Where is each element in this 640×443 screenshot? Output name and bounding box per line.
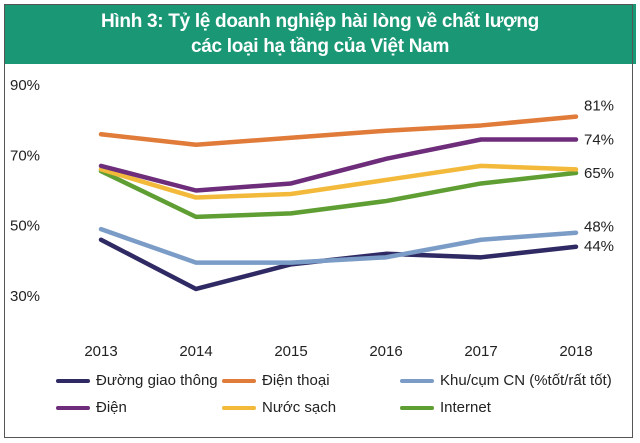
legend-item: Đường giao thông	[56, 372, 218, 389]
legend-swatch	[400, 405, 434, 410]
legend-item: Khu/cụm CN (%tốt/rất tốt)	[400, 372, 612, 389]
end-label: 65%	[584, 165, 614, 182]
y-tick-label: 70%	[10, 147, 40, 164]
series-line	[98, 168, 579, 220]
x-tick-label: 2017	[464, 343, 497, 360]
series-line	[98, 237, 579, 292]
y-tick-label: 90%	[10, 77, 40, 94]
end-label: 74%	[584, 132, 614, 149]
legend-item: Nước sạch	[222, 399, 336, 416]
end-label: 48%	[584, 219, 614, 236]
series-line	[98, 163, 579, 200]
chart-title-line-1: Hình 3: Tỷ lệ doanh nghiệp hài lòng về c…	[101, 11, 539, 32]
series-line	[98, 114, 579, 148]
y-tick-label: 50%	[10, 218, 40, 235]
chart-title: Hình 3: Tỷ lệ doanh nghiệp hài lòng về c…	[4, 4, 636, 64]
legend-swatch	[222, 405, 256, 410]
x-tick-label: 2013	[84, 343, 117, 360]
x-tick-label: 2015	[274, 343, 307, 360]
series-line	[98, 137, 579, 193]
end-label: 81%	[584, 98, 614, 115]
x-tick-label: 2014	[179, 343, 212, 360]
legend-item: Internet	[400, 399, 491, 416]
legend-label: Internet	[440, 399, 491, 416]
legend-label: Đường giao thông	[96, 372, 218, 389]
legend-swatch	[56, 378, 90, 383]
legend-label: Điện thoại	[262, 372, 330, 389]
legend-label: Điện	[96, 399, 127, 416]
chart-title-line-2: các loại hạ tầng của Việt Nam	[190, 36, 450, 57]
legend-item: Điện thoại	[222, 372, 330, 389]
legend-label: Khu/cụm CN (%tốt/rất tốt)	[440, 372, 612, 389]
legend-swatch	[400, 378, 434, 383]
legend-swatch	[222, 378, 256, 383]
y-tick-label: 30%	[10, 288, 40, 305]
series-line	[98, 226, 579, 265]
chart-frame	[4, 4, 633, 438]
x-tick-label: 2018	[559, 343, 592, 360]
legend-item: Điện	[56, 399, 127, 416]
legend-swatch	[56, 405, 90, 410]
x-tick-label: 2016	[369, 343, 402, 360]
end-label: 44%	[584, 238, 614, 255]
legend-label: Nước sạch	[262, 399, 337, 416]
